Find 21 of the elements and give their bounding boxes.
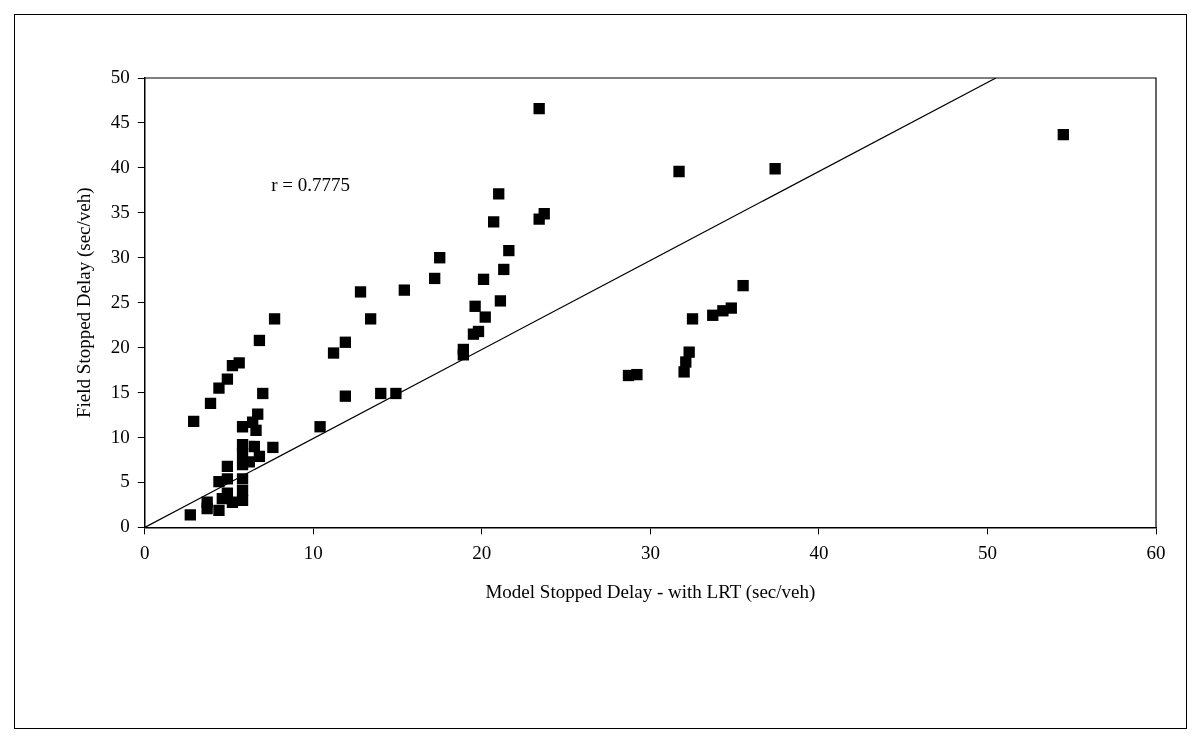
x-tick-label: 20 <box>472 541 492 563</box>
y-axis-title: Field Stopped Delay (sec/veh) <box>73 187 96 418</box>
x-tick-label: 0 <box>140 541 150 563</box>
y-tick-label: 45 <box>110 110 130 132</box>
x-tick-label: 50 <box>977 541 997 563</box>
x-tick-label: 30 <box>640 541 660 563</box>
annotation: r = 0.7775 <box>271 173 350 195</box>
y-tick-label: 35 <box>110 200 130 222</box>
y-tick-label: 10 <box>110 425 130 447</box>
y-tick-label: 40 <box>110 155 130 177</box>
y-tick-label: 5 <box>120 470 130 492</box>
y-tick-label: 30 <box>110 245 130 267</box>
y-tick-label: 15 <box>110 380 130 402</box>
y-tick-label: 25 <box>110 290 130 312</box>
x-axis-title: Model Stopped Delay - with LRT (sec/veh) <box>485 580 816 603</box>
y-tick-label: 50 <box>110 65 130 87</box>
y-tick-label: 0 <box>120 515 130 537</box>
y-tick-label: 20 <box>110 335 130 357</box>
x-tick-label: 60 <box>1146 541 1166 563</box>
x-tick-label: 40 <box>809 541 829 563</box>
x-tick-label: 10 <box>303 541 323 563</box>
